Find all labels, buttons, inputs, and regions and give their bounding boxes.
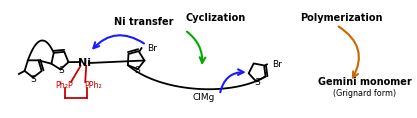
- Text: Br: Br: [273, 60, 282, 69]
- Text: S: S: [254, 78, 260, 87]
- Text: S: S: [30, 74, 36, 84]
- Text: Ni transfer: Ni transfer: [114, 17, 174, 27]
- Text: S: S: [134, 66, 140, 75]
- Text: (Grignard form): (Grignard form): [333, 89, 396, 99]
- Text: PPh₂: PPh₂: [84, 80, 102, 89]
- Text: Polymerization: Polymerization: [300, 13, 382, 23]
- Text: Cyclization: Cyclization: [186, 13, 246, 23]
- Text: Br: Br: [147, 44, 157, 53]
- Text: Ph₂P: Ph₂P: [55, 80, 73, 89]
- Text: Ni: Ni: [78, 58, 91, 68]
- Text: ClMg: ClMg: [192, 93, 215, 103]
- Text: Gemini monomer: Gemini monomer: [318, 77, 412, 87]
- Text: S: S: [58, 66, 64, 76]
